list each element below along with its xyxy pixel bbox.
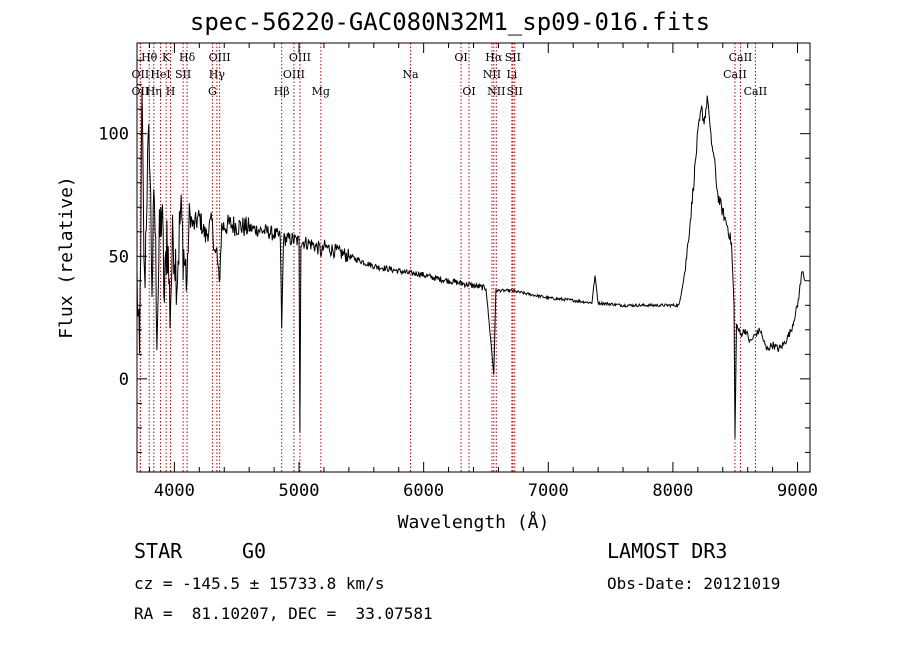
class-label: STAR xyxy=(134,539,183,563)
marker-label-3: Hη xyxy=(146,85,162,98)
marker-label-18: OI xyxy=(462,85,475,98)
marker-label-11: OIII xyxy=(209,51,231,64)
subclass-label: G0 xyxy=(242,539,267,563)
marker-label-5: HeI xyxy=(150,68,170,81)
marker-label-21: NII xyxy=(487,85,505,98)
axis-ticks xyxy=(137,43,810,472)
marker-label-19: NII xyxy=(483,68,501,81)
marker-label-24: SII xyxy=(507,85,523,98)
axis-tick-labels: 4000 5000 6000 7000 8000 9000 0 50 100 xyxy=(98,125,818,501)
marker-label-22: SII xyxy=(505,51,521,64)
line-marker-labels: OII OII Hθ Hη K HeI H SII Hδ G Hγ OIII Hβ OIII OIII Mg N… xyxy=(132,51,768,98)
marker-label-10: Hγ xyxy=(209,68,226,81)
marker-label-15: Mg xyxy=(312,85,330,98)
marker-label-26: CaII xyxy=(729,51,753,64)
marker-label-20: Hα xyxy=(485,51,503,64)
x-tick-label-1: 5000 xyxy=(279,481,320,501)
marker-label-7: SII xyxy=(175,68,191,81)
plot-frame xyxy=(136,42,811,473)
y-tick-label-2: 100 xyxy=(98,125,129,145)
x-tick-label-2: 6000 xyxy=(403,481,444,501)
x-tick-label-0: 4000 xyxy=(154,481,195,501)
marker-label-9: G xyxy=(208,85,217,98)
marker-label-25: CaII xyxy=(723,68,747,81)
marker-label-2: Hθ xyxy=(141,51,158,64)
chart-title: spec-56220-GAC080N32M1_sp09-016.fits xyxy=(189,8,711,36)
redshift-text: cz = -145.5 ± 15733.8 km/s xyxy=(134,574,385,593)
marker-label-1: OII xyxy=(132,68,150,81)
marker-label-6: H xyxy=(166,85,176,98)
marker-label-14: OIII xyxy=(289,51,311,64)
marker-label-16: Na xyxy=(402,68,419,81)
coordinates-text: RA = 81.10207, DEC = 33.07581 xyxy=(134,604,433,623)
y-tick-label-0: 0 xyxy=(119,370,129,390)
survey-label: LAMOST DR3 xyxy=(607,539,728,563)
marker-label-17: OI xyxy=(454,51,467,64)
x-tick-label-4: 8000 xyxy=(652,481,693,501)
marker-label-0: OII xyxy=(132,85,150,98)
marker-label-27: CaII xyxy=(744,85,768,98)
obs-date-text: Obs-Date: 20121019 xyxy=(607,574,781,593)
marker-label-4: K xyxy=(162,51,171,64)
line-markers xyxy=(139,43,756,472)
x-tick-label-5: 9000 xyxy=(777,481,818,501)
marker-label-12: Hβ xyxy=(274,85,290,98)
y-tick-label-1: 50 xyxy=(109,247,129,267)
x-axis-label: Wavelength (Å) xyxy=(398,511,550,533)
marker-label-13: OIII xyxy=(283,68,305,81)
y-axis-label: Flux (relative) xyxy=(56,176,77,339)
spectrum-line xyxy=(136,88,806,439)
x-tick-label-3: 7000 xyxy=(528,481,569,501)
marker-label-23: Li xyxy=(506,68,517,81)
marker-label-8: Hδ xyxy=(179,51,196,64)
